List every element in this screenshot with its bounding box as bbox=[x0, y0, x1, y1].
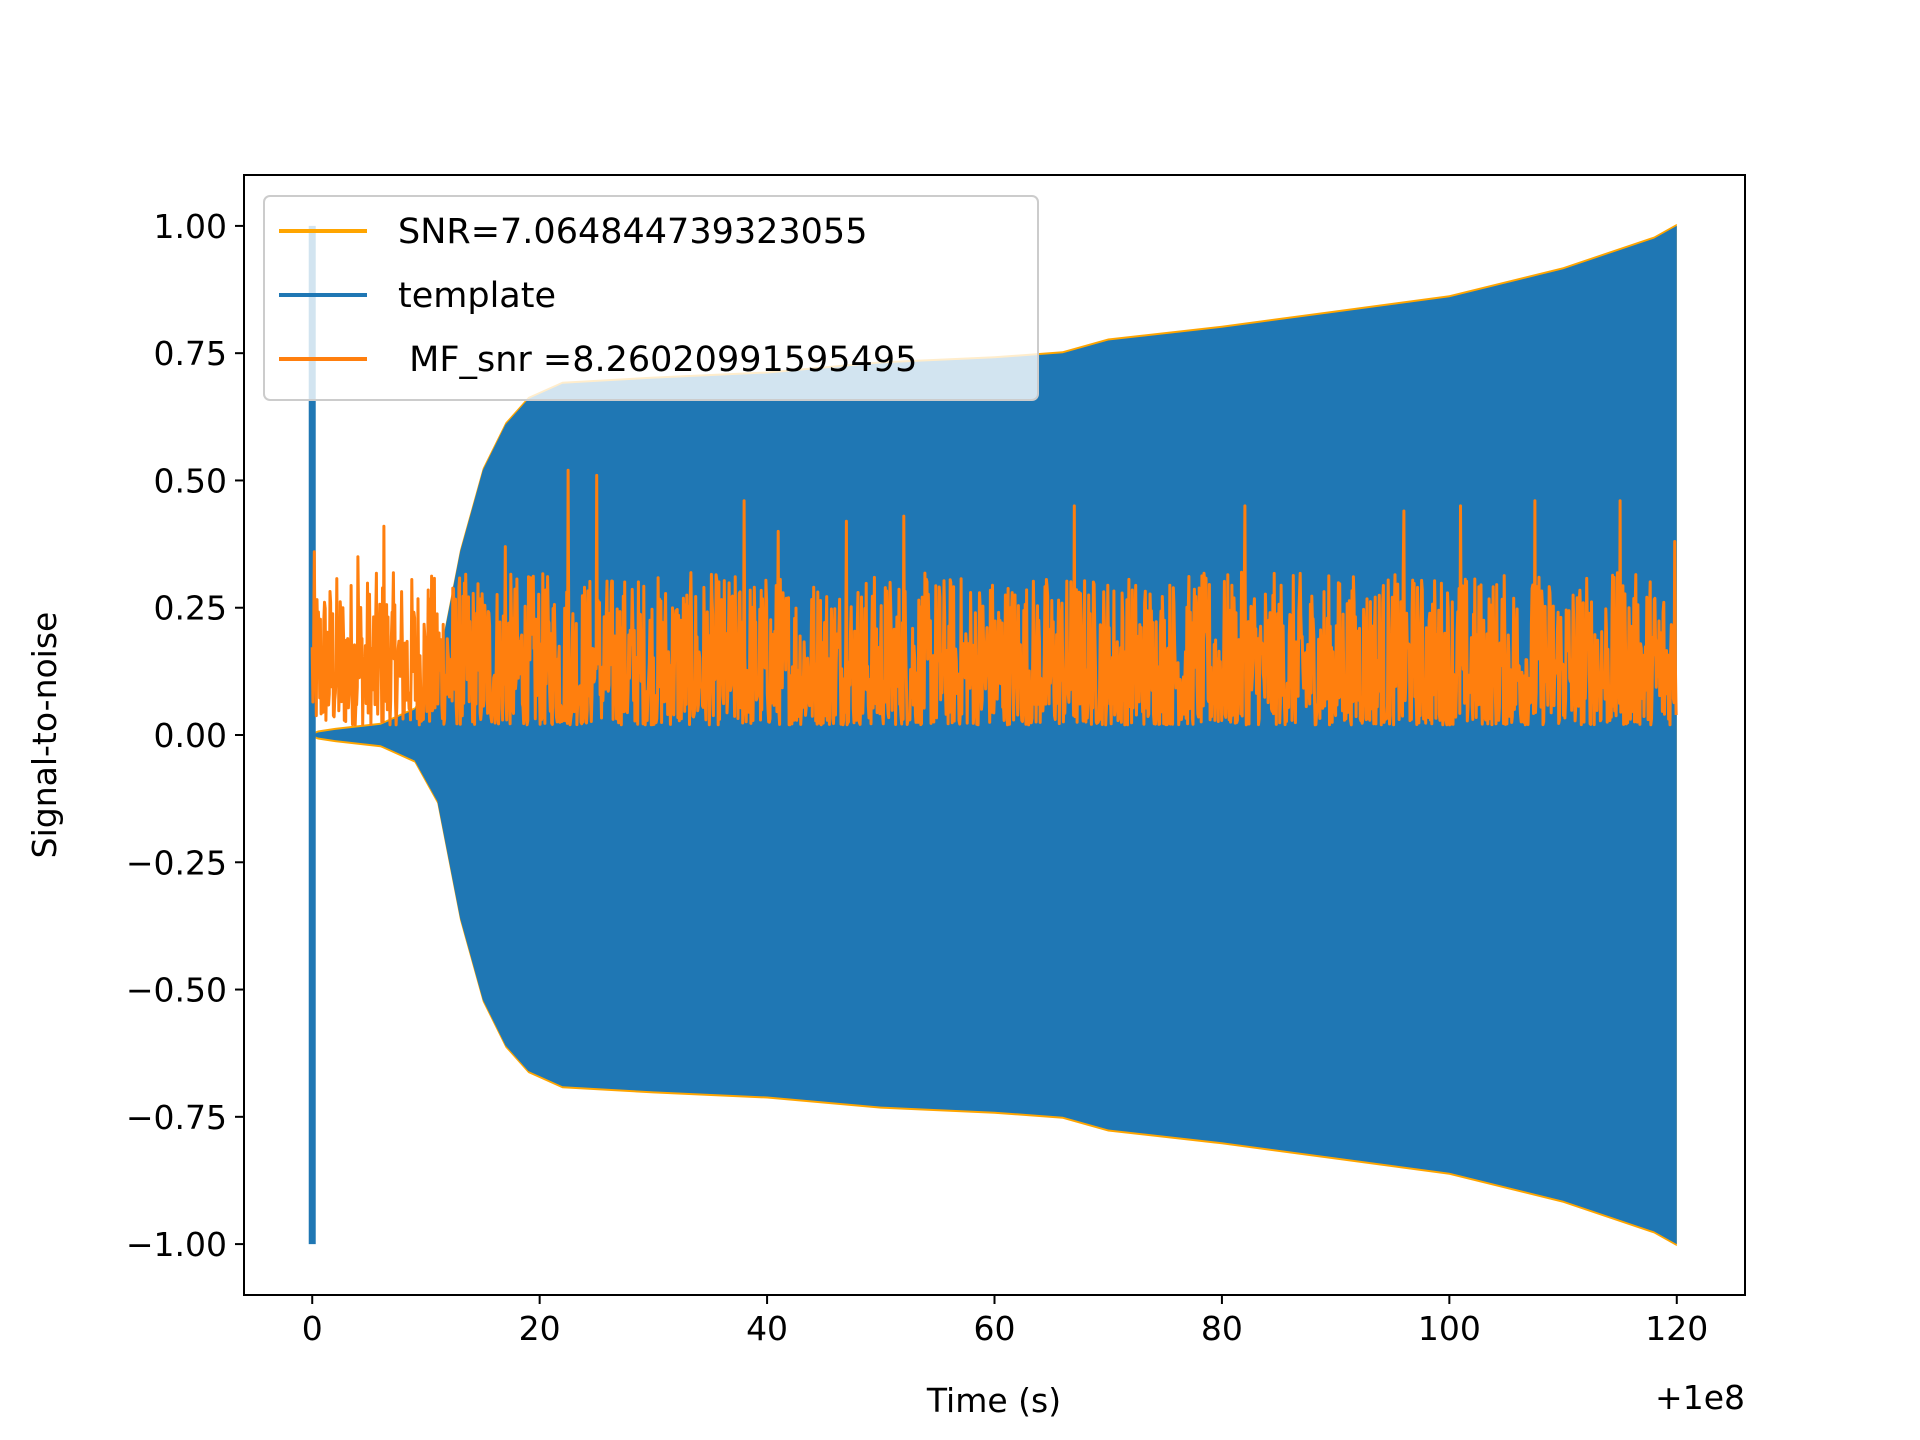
series-template bbox=[312, 225, 1677, 1245]
x-axis: 0 20 40 60 80 100 120 bbox=[302, 1295, 1708, 1348]
legend: SNR=7.064844739323055 template MF_snr =8… bbox=[263, 195, 1039, 401]
y-tick-label: 0.00 bbox=[154, 716, 227, 755]
y-tick-label: −1.00 bbox=[126, 1225, 227, 1264]
x-tick-label: 60 bbox=[974, 1309, 1016, 1348]
x-axis-label: Time (s) bbox=[926, 1381, 1061, 1420]
x-tick-label: 120 bbox=[1645, 1309, 1708, 1348]
y-axis-label: Signal-to-noise bbox=[25, 612, 64, 859]
x-tick-label: 80 bbox=[1201, 1309, 1243, 1348]
series-mf-snr bbox=[310, 468, 1678, 727]
y-tick-label: −0.25 bbox=[126, 843, 227, 882]
y-tick-label: 1.00 bbox=[154, 207, 227, 246]
y-axis: −1.00 −0.75 −0.50 −0.25 0.00 0.25 0.50 0.75 1.00 bbox=[126, 207, 244, 1264]
series-layer bbox=[308, 223, 1678, 1247]
legend-label-mf-snr: MF_snr =8.26020991595495 bbox=[398, 340, 917, 380]
legend-label-snr: SNR=7.064844739323055 bbox=[398, 212, 867, 252]
x-tick-label: 0 bbox=[302, 1309, 323, 1348]
legend-label-template: template bbox=[398, 276, 556, 316]
y-tick-label: −0.75 bbox=[126, 1098, 227, 1137]
y-tick-label: −0.50 bbox=[126, 971, 227, 1010]
x-tick-label: 40 bbox=[746, 1309, 788, 1348]
x-offset-label: +1e8 bbox=[1655, 1378, 1745, 1417]
x-tick-label: 100 bbox=[1418, 1309, 1481, 1348]
legend-box bbox=[263, 195, 1039, 401]
y-tick-label: 0.25 bbox=[154, 589, 227, 628]
y-tick-label: 0.50 bbox=[154, 461, 227, 500]
y-tick-label: 0.75 bbox=[154, 334, 227, 373]
x-tick-label: 20 bbox=[519, 1309, 561, 1348]
